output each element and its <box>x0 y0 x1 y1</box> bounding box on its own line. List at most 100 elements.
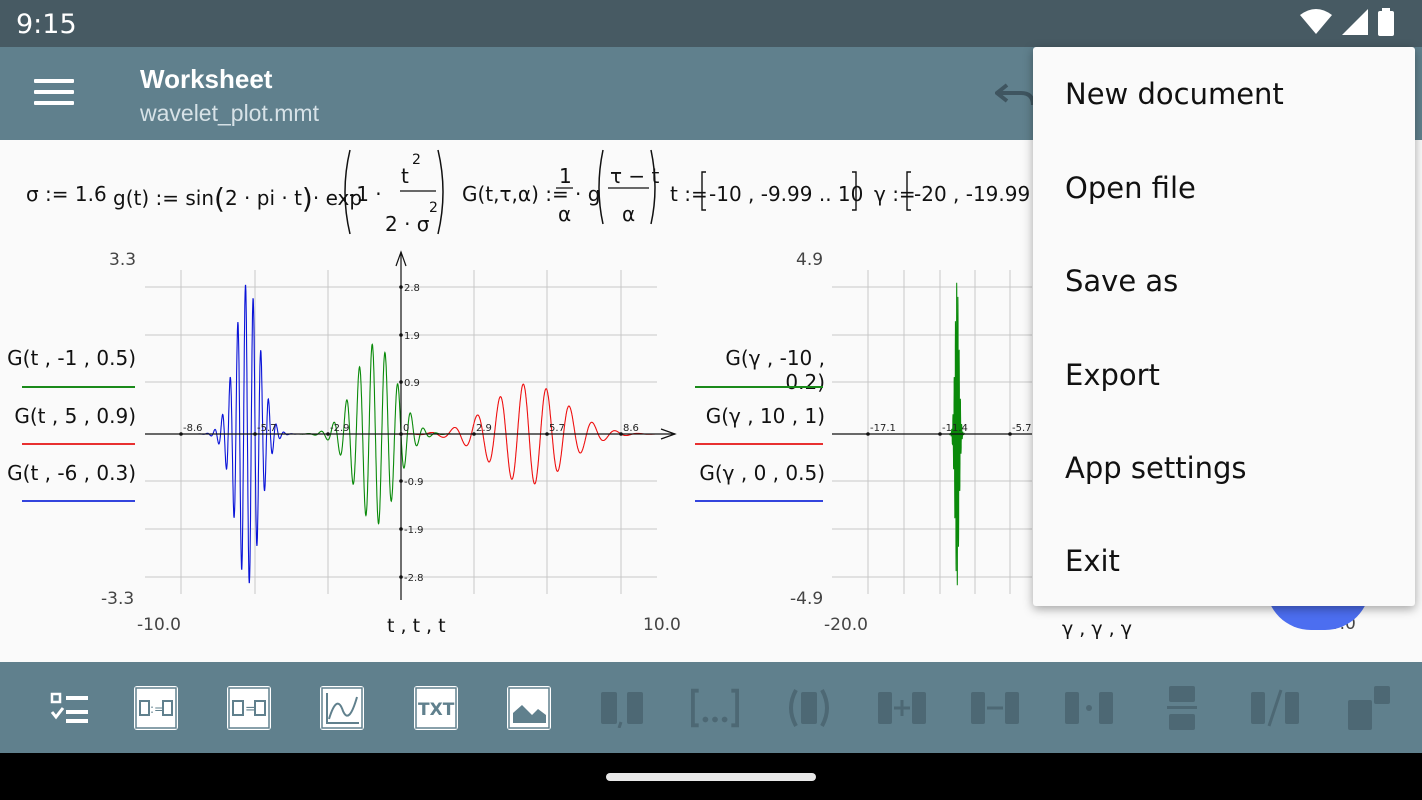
menu-item-open-file[interactable]: Open file <box>1065 171 1196 205</box>
subtract-icon[interactable] <box>971 684 1019 732</box>
menu-item-new-document[interactable]: New document <box>1065 77 1284 111</box>
plot1-xmax-label: 10.0 <box>643 615 681 635</box>
status-icons <box>1300 8 1394 36</box>
plot2-x-tick-label: -5.7 <box>1012 423 1032 434</box>
exp-denominator: 2 · σ <box>385 212 430 236</box>
legend2-item-2: G(γ , 10 , 1) <box>705 404 825 428</box>
gamma-range: -20 , -19.99 . <box>914 182 1043 206</box>
G-arg-denominator: α <box>622 202 636 226</box>
G-mid: · g <box>575 182 601 206</box>
status-bar: 9:15 <box>0 0 1422 47</box>
plot1-y-tick-label: 0.9 <box>404 378 420 389</box>
legend-line-2 <box>22 443 135 445</box>
svg-text:TXT: TXT <box>418 700 455 720</box>
overflow-menu: New document Open file Save as Export Ap… <box>1033 47 1415 606</box>
plot1-x-tick-label: 0 <box>403 423 409 434</box>
plot-icon[interactable] <box>318 684 366 732</box>
plot1-x-tick-label: -2.9 <box>330 423 350 434</box>
bottom-toolbar: := = TXT <box>0 662 1422 753</box>
plot1-chart[interactable]: -8.6 -5.7 -2.9 0 2.9 5.7 8.6 2.8 1.9 0.9 -0.9 -1.9 -… <box>95 248 695 658</box>
bracket-ellipsis-icon[interactable] <box>691 684 739 732</box>
multiply-icon[interactable] <box>1065 684 1113 732</box>
parentheses-icon[interactable] <box>785 684 833 732</box>
undo-icon[interactable] <box>995 77 1035 107</box>
matrix-comma-icon[interactable] <box>598 684 646 732</box>
legend-item-3: G(t , -6 , 0.3) <box>7 461 136 485</box>
document-filename: wavelet_plot.mmt <box>140 100 319 126</box>
plot2-x-axis-title: γ , γ , γ <box>1062 618 1132 640</box>
evaluate-equation-icon[interactable]: = <box>225 684 273 732</box>
plot2-x-tick-label: -11.4 <box>942 423 968 434</box>
plot1-y-tick-label: -2.8 <box>404 573 424 584</box>
plot1-ymax-label: 3.3 <box>109 250 136 270</box>
plot1-x-tick-label: 2.9 <box>476 423 492 434</box>
signal-icon <box>1342 9 1368 35</box>
sigma-definition[interactable]: σ := 1.6 <box>26 182 107 206</box>
plot1-x-tick-label: 8.6 <box>623 423 639 434</box>
plot1-y-tick-label: 1.9 <box>404 331 420 342</box>
plot1-axes <box>145 250 677 600</box>
exp-denominator-power: 2 <box>429 200 438 216</box>
home-gesture-handle[interactable] <box>606 773 816 781</box>
plot1-y-tick-label: -0.9 <box>404 477 424 488</box>
plot1-x-tick-label: -5.7 <box>257 423 277 434</box>
g-function-definition[interactable]: g(t) := sin(2 · pi · t)· exp <box>113 182 363 215</box>
legend-line-1 <box>22 386 135 388</box>
exp-argument-group <box>344 149 444 235</box>
t-range-brackets <box>701 171 857 211</box>
text-icon[interactable]: TXT <box>412 684 460 732</box>
fraction-slash-icon[interactable] <box>1251 684 1299 732</box>
legend2-line-1 <box>695 386 823 388</box>
legend2-item-3: G(γ , 0 , 0.5) <box>699 461 825 485</box>
define-equation-icon[interactable]: := <box>132 684 180 732</box>
menu-item-exit[interactable]: Exit <box>1065 544 1120 578</box>
plot1-y-tick-label: 2.8 <box>404 283 420 294</box>
plot2-xmin-label: -20.0 <box>824 615 868 635</box>
add-icon[interactable] <box>878 684 926 732</box>
svg-text::=: := <box>150 702 164 716</box>
gamma-definition[interactable]: γ := <box>874 182 916 206</box>
G-def-prefix[interactable]: G(t,τ,α) := <box>462 182 569 206</box>
legend2-item-1: G(γ , -10 , 0.2) <box>725 346 825 394</box>
plot2-ymax-label: 4.9 <box>796 250 823 270</box>
g-def-mid: · exp <box>312 186 363 210</box>
navigation-bar <box>0 753 1422 800</box>
plot2-chart[interactable]: -17.1 -11.4 -5.7 4.9 -4.9 -20.0 <box>782 248 1032 658</box>
legend-line-3 <box>22 500 135 502</box>
legend-item-2: G(t , 5 , 0.9) <box>14 404 136 428</box>
checklist-icon[interactable] <box>46 684 94 732</box>
exp-lead: -1 · <box>349 182 382 206</box>
G-arg-numerator: τ − t <box>610 164 660 188</box>
plot1-x-tick-label: 5.7 <box>549 423 565 434</box>
exp-numerator: t <box>401 164 409 188</box>
plot2-x-tick-label: -17.1 <box>870 423 896 434</box>
G-def-fractions <box>556 149 656 225</box>
status-time: 9:15 <box>16 9 77 40</box>
hamburger-menu-icon[interactable] <box>34 79 74 109</box>
g-def-prefix: g(t) := sin <box>113 186 215 210</box>
legend-item-1: G(t , -1 , 0.5) <box>7 346 136 370</box>
wifi-icon <box>1300 9 1332 34</box>
menu-item-app-settings[interactable]: App settings <box>1065 451 1247 485</box>
g-def-arg: 2 · pi · t <box>224 186 302 210</box>
legend2-line-3 <box>695 500 823 502</box>
exp-numerator-power: 2 <box>412 152 421 168</box>
svg-text:=: = <box>245 702 256 717</box>
G-frac-denominator: α <box>558 202 572 226</box>
plot1-xmin-label: -10.0 <box>137 615 181 635</box>
plot1-ymin-label: -3.3 <box>101 589 134 609</box>
image-icon[interactable] <box>505 684 553 732</box>
menu-item-save-as[interactable]: Save as <box>1065 264 1179 298</box>
app-title: Worksheet <box>140 64 273 94</box>
plot1-y-tick-label: -1.9 <box>404 525 424 536</box>
plot1-x-tick-label: -8.6 <box>183 423 203 434</box>
power-icon[interactable] <box>1346 684 1394 732</box>
plot2-grid <box>832 270 1032 594</box>
menu-item-export[interactable]: Export <box>1065 358 1160 392</box>
battery-icon <box>1378 8 1394 36</box>
t-range: -10 , -9.99 .. 10 <box>709 182 864 206</box>
G-frac-numerator: 1 <box>559 164 572 188</box>
plot2-ymin-label: -4.9 <box>790 589 823 609</box>
gamma-range-bracket <box>906 171 911 211</box>
divide-icon[interactable] <box>1158 684 1206 732</box>
